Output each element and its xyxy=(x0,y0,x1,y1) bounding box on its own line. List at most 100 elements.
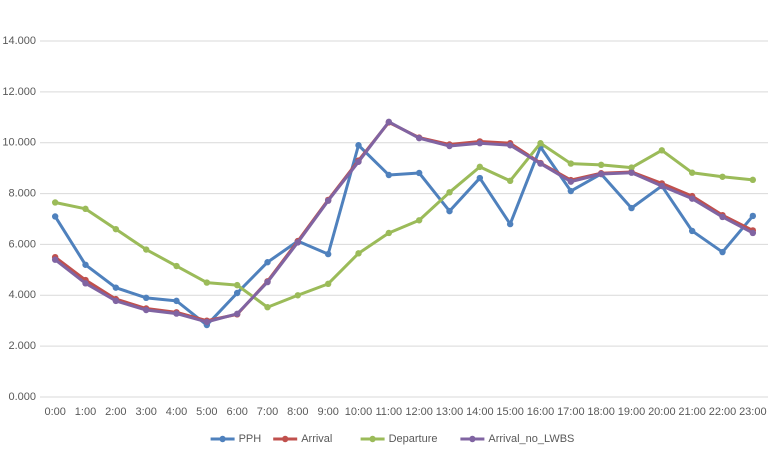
x-tick-label: 14:00 xyxy=(466,406,494,418)
point xyxy=(355,158,362,165)
legend-marker xyxy=(219,435,226,443)
point xyxy=(51,256,59,263)
point xyxy=(506,177,514,185)
point xyxy=(203,318,211,326)
point xyxy=(446,207,453,215)
point xyxy=(82,205,89,213)
point xyxy=(112,297,120,305)
point xyxy=(82,261,89,268)
y-tick-label: 6.000 xyxy=(8,238,36,250)
point xyxy=(688,195,696,202)
point xyxy=(51,213,59,220)
point xyxy=(112,225,120,233)
x-tick-label: 3:00 xyxy=(135,406,156,418)
point xyxy=(385,171,393,179)
point xyxy=(476,163,484,171)
point xyxy=(628,204,635,212)
point xyxy=(567,187,575,195)
y-tick-label: 14.000 xyxy=(2,35,36,47)
legend-marker xyxy=(369,435,376,443)
x-tick-label: 23:00 xyxy=(739,406,767,418)
point xyxy=(749,176,757,184)
point xyxy=(719,173,726,180)
point xyxy=(82,280,89,287)
x-tick-label: 22:00 xyxy=(709,406,737,418)
x-tick-label: 11:00 xyxy=(375,406,402,418)
x-tick-label: 2:00 xyxy=(105,406,126,418)
point xyxy=(264,259,271,266)
point xyxy=(233,281,241,289)
x-tick-label: 16:00 xyxy=(527,406,555,418)
point xyxy=(537,160,544,167)
point xyxy=(415,169,423,177)
point xyxy=(264,304,271,311)
point xyxy=(658,182,666,190)
legend-label: Arrival_no_LWBS xyxy=(488,433,574,445)
x-tick-label: 8:00 xyxy=(287,406,308,418)
x-tick-label: 5:00 xyxy=(196,406,217,418)
y-tick-label: 0.000 xyxy=(8,391,36,403)
point xyxy=(506,220,514,228)
x-tick-label: 7:00 xyxy=(257,406,278,418)
legend-marker xyxy=(469,435,476,443)
point xyxy=(476,140,484,147)
y-tick-label: 2.000 xyxy=(8,340,36,352)
series-line xyxy=(54,120,754,324)
point xyxy=(324,197,332,204)
point xyxy=(476,174,484,182)
point xyxy=(567,160,575,167)
point xyxy=(658,147,666,154)
point xyxy=(385,229,393,237)
series-line xyxy=(53,143,754,327)
point xyxy=(385,118,393,126)
series-line xyxy=(54,120,754,323)
point xyxy=(628,169,635,176)
point xyxy=(294,239,302,246)
x-tick-label: 21:00 xyxy=(678,406,706,418)
point xyxy=(688,169,696,176)
point xyxy=(446,142,453,150)
point xyxy=(142,246,150,253)
x-tick-label: 17:00 xyxy=(557,406,585,418)
x-tick-label: 1:00 xyxy=(75,406,96,418)
x-tick-label: 20:00 xyxy=(648,406,676,418)
point xyxy=(142,306,150,314)
point xyxy=(173,297,180,305)
point xyxy=(719,213,726,221)
point xyxy=(688,227,696,235)
x-tick-label: 0:00 xyxy=(44,406,65,418)
point xyxy=(506,142,514,149)
y-tick-label: 12.000 xyxy=(2,86,36,98)
point xyxy=(597,161,605,169)
point xyxy=(719,248,726,256)
point xyxy=(597,170,605,178)
point xyxy=(324,250,332,258)
x-tick-label: 10:00 xyxy=(345,406,373,418)
x-tick-label: 9:00 xyxy=(317,406,338,418)
legend-label: Arrival xyxy=(301,433,332,445)
point xyxy=(355,250,362,257)
x-tick-label: 19:00 xyxy=(618,406,646,418)
point xyxy=(112,284,120,291)
x-tick-label: 15:00 xyxy=(496,406,524,418)
point xyxy=(415,134,423,142)
point xyxy=(749,229,757,237)
point xyxy=(567,178,575,185)
point xyxy=(173,262,180,270)
y-tick-label: 4.000 xyxy=(8,289,36,301)
point xyxy=(233,289,241,297)
legend-label: PPH xyxy=(239,433,262,445)
point xyxy=(415,217,423,224)
x-tick-label: 13:00 xyxy=(436,406,464,418)
legend-marker xyxy=(282,435,289,443)
x-tick-label: 12:00 xyxy=(405,406,433,418)
y-tick-label: 10.000 xyxy=(2,137,36,149)
point xyxy=(628,164,635,171)
legend-label: Departure xyxy=(389,433,438,445)
y-tick-label: 8.000 xyxy=(8,187,36,199)
point xyxy=(264,278,271,286)
point xyxy=(173,310,180,317)
point xyxy=(203,279,211,286)
x-tick-label: 4:00 xyxy=(166,406,187,418)
